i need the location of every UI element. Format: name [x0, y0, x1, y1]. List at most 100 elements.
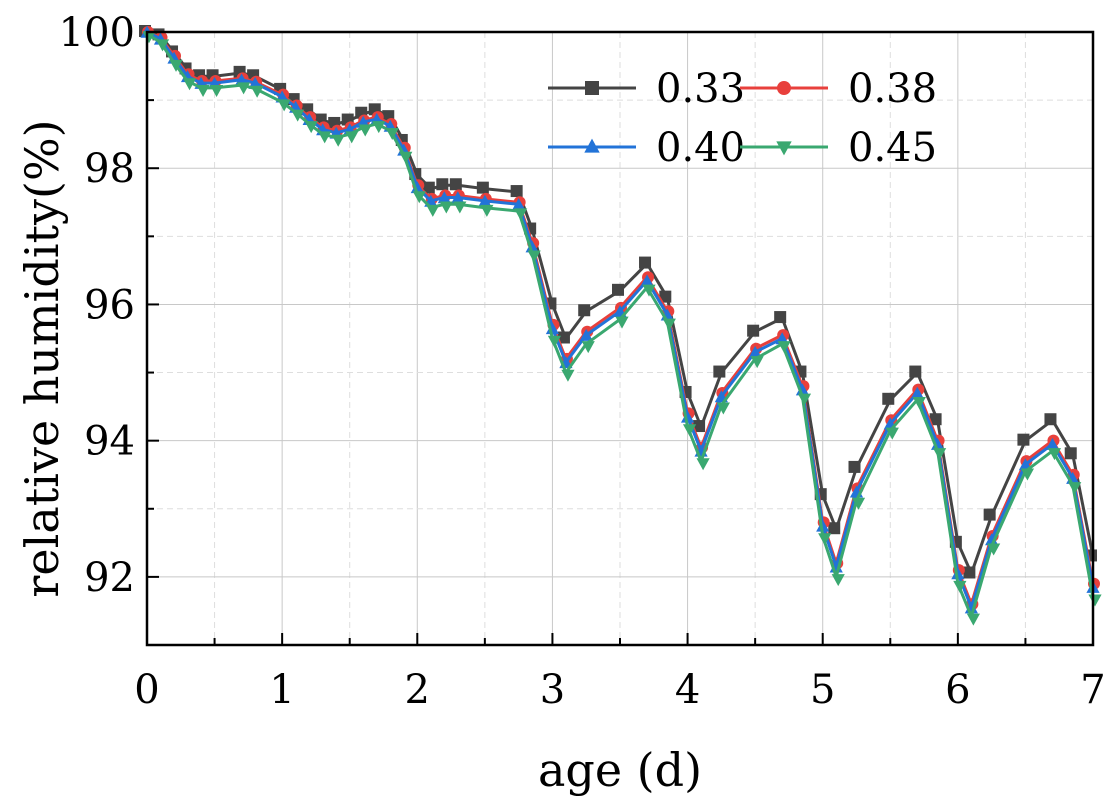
data-point	[1020, 468, 1035, 481]
data-point	[525, 240, 539, 253]
data-point	[1064, 447, 1077, 460]
series-0.45	[142, 31, 1102, 626]
x-tick-label: 1	[269, 667, 294, 713]
data-point	[142, 31, 156, 44]
data-point	[929, 413, 942, 426]
data-point	[797, 393, 812, 406]
data-point	[951, 567, 965, 580]
x-tick-label: 5	[810, 667, 835, 713]
legend-entry-0.38: 0.38	[740, 66, 937, 112]
x-tick-label: 3	[540, 667, 565, 713]
data-point	[748, 345, 762, 358]
data-point	[966, 613, 980, 626]
data-point	[318, 131, 332, 144]
legend: 0.33 0.38 0.40 0.45	[548, 66, 937, 171]
data-point	[953, 580, 967, 593]
data-point	[581, 341, 595, 354]
data-point	[169, 59, 183, 72]
data-point	[579, 328, 593, 341]
data-point	[777, 81, 791, 95]
data-point	[476, 181, 489, 194]
data-point	[527, 250, 541, 263]
data-point	[585, 81, 599, 95]
data-point	[1047, 448, 1062, 461]
data-point	[848, 460, 861, 473]
data-point	[426, 204, 440, 217]
data-point	[750, 356, 764, 369]
data-point	[818, 533, 832, 546]
data-point	[713, 365, 726, 378]
y-tick-label: 100	[59, 10, 135, 56]
data-point	[422, 181, 435, 194]
data-point	[512, 198, 526, 211]
data-point	[399, 151, 413, 164]
data-point	[747, 324, 760, 337]
data-point	[882, 392, 895, 405]
data-point	[345, 131, 359, 144]
y-axis-label: relative humidity(%)	[15, 119, 69, 597]
data-point	[615, 316, 629, 329]
data-point	[412, 191, 426, 204]
data-point	[514, 208, 528, 221]
y-tick-label: 94	[84, 419, 135, 465]
legend-label: 0.40	[656, 125, 745, 171]
data-point	[277, 99, 291, 112]
data-point	[963, 566, 976, 579]
data-point	[437, 191, 451, 204]
data-point	[209, 85, 224, 98]
data-point	[480, 204, 494, 217]
legend-label: 0.45	[848, 125, 937, 171]
data-point	[659, 290, 672, 303]
data-point	[331, 134, 345, 147]
data-point	[1068, 482, 1082, 495]
data-point	[639, 256, 652, 269]
data-point	[983, 508, 996, 521]
x-tick-label: 0	[134, 667, 159, 713]
data-point	[578, 304, 591, 317]
y-tick-label: 98	[84, 146, 135, 192]
data-point	[451, 191, 465, 204]
data-point	[696, 458, 710, 471]
data-point	[910, 386, 924, 399]
legend-entry-0.45: 0.45	[740, 125, 937, 171]
data-point	[640, 274, 654, 287]
series-0.40	[140, 25, 1100, 614]
data-point	[1044, 413, 1057, 426]
data-point	[510, 185, 523, 198]
data-point	[436, 178, 449, 191]
data-point	[932, 448, 947, 461]
data-point	[385, 127, 399, 140]
data-point	[1088, 594, 1102, 607]
data-point	[851, 497, 866, 510]
y-tick-label: 92	[84, 555, 135, 601]
data-point	[557, 331, 570, 344]
data-point	[250, 85, 264, 98]
data-point	[716, 402, 730, 415]
data-point	[547, 335, 562, 348]
data-point	[693, 420, 706, 433]
data-point	[584, 138, 600, 153]
legend-label: 0.33	[656, 66, 745, 112]
data-point	[449, 178, 462, 191]
data-point	[828, 522, 841, 535]
x-tick-label: 6	[945, 667, 970, 713]
data-point	[777, 341, 791, 354]
data-point	[410, 181, 424, 194]
data-point	[642, 284, 656, 297]
data-point	[987, 543, 1001, 556]
y-tick-labels: 92 94 96 98 100	[59, 10, 135, 601]
grid-lines	[146, 31, 1094, 646]
data-point	[358, 124, 372, 137]
data-point	[816, 519, 830, 532]
data-point	[182, 78, 197, 91]
data-point	[912, 397, 926, 409]
data-point	[774, 311, 787, 324]
data-point	[795, 383, 810, 396]
x-tick-label: 4	[675, 667, 700, 713]
data-point	[372, 121, 386, 134]
data-point	[776, 141, 792, 156]
legend-entry-0.33: 0.33	[548, 66, 745, 112]
data-point	[1045, 437, 1060, 450]
data-point	[831, 574, 845, 587]
data-point	[304, 121, 318, 134]
